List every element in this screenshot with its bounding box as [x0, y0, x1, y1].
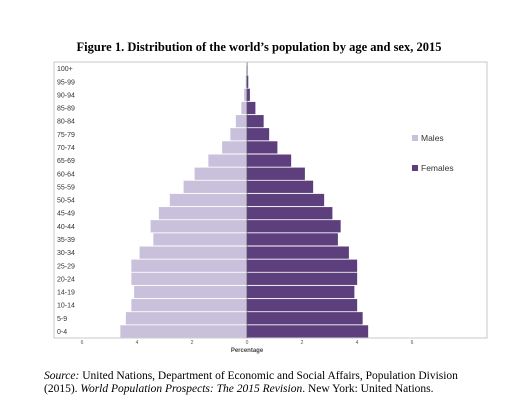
- male-bar: [153, 233, 248, 246]
- age-label: 25-29: [57, 263, 75, 270]
- female-bar: [246, 207, 333, 220]
- x-tick-label: 4: [136, 340, 139, 346]
- age-label: 55-59: [57, 184, 75, 191]
- male-bar: [125, 312, 248, 325]
- x-tick-label: 4: [356, 340, 359, 346]
- male-bar: [222, 141, 248, 154]
- female-bar: [246, 312, 363, 325]
- male-bar: [194, 167, 248, 180]
- x-tick-label: 6: [411, 340, 414, 346]
- male-bar: [131, 259, 248, 272]
- age-label: 80-84: [57, 119, 75, 126]
- male-bar: [244, 88, 248, 101]
- source-publication: World Population Prospects: The 2015 Rev…: [80, 383, 303, 395]
- female-bar: [246, 299, 358, 312]
- age-label: 5-9: [57, 316, 67, 323]
- female-bar: [246, 259, 358, 272]
- female-bar: [246, 128, 270, 141]
- age-label: 30-34: [57, 250, 75, 257]
- male-bar: [169, 193, 248, 207]
- female-bar: [246, 180, 314, 193]
- male-bar: [139, 246, 248, 259]
- age-label: 95-99: [57, 79, 75, 86]
- male-bar: [235, 115, 248, 128]
- source-text-end: . New York: United Nations.: [302, 383, 434, 395]
- legend-label: Females: [421, 163, 454, 173]
- female-bar: [246, 272, 358, 285]
- source-label: Source:: [44, 370, 80, 382]
- male-bar: [208, 154, 248, 167]
- female-bar: [246, 167, 305, 180]
- female-bar: [246, 115, 264, 128]
- x-tick-label: 2: [301, 340, 304, 346]
- male-bar: [241, 101, 248, 115]
- plot-frame: [53, 61, 488, 339]
- chart-title: Figure 1. Distribution of the world’s po…: [76, 40, 442, 54]
- female-bar: [246, 141, 278, 154]
- male-bar: [230, 128, 248, 141]
- age-label: 100+: [57, 66, 73, 73]
- male-bar: [183, 180, 248, 193]
- source-note: Source: United Nations, Department of Ec…: [44, 370, 484, 396]
- female-bar: [246, 193, 325, 207]
- age-label: 0-4: [57, 329, 67, 336]
- age-label: 40-44: [57, 224, 75, 231]
- age-label: 50-54: [57, 198, 75, 205]
- legend-swatch: [412, 135, 418, 141]
- x-tick-label: 2: [191, 340, 194, 346]
- age-label: 85-89: [57, 106, 75, 113]
- x-tick-label: 0: [246, 340, 249, 346]
- female-bar: [246, 285, 355, 299]
- age-label: 60-64: [57, 171, 75, 178]
- age-label: 10-14: [57, 303, 75, 310]
- age-label: 35-39: [57, 237, 75, 244]
- age-label: 65-69: [57, 158, 75, 165]
- female-bar: [246, 101, 256, 115]
- female-bar: [246, 325, 369, 338]
- age-label: 90-94: [57, 92, 75, 99]
- male-bar: [134, 285, 248, 299]
- age-label: 45-49: [57, 211, 75, 218]
- age-label: 70-74: [57, 145, 75, 152]
- age-label: 75-79: [57, 132, 75, 139]
- x-tick-label: 6: [81, 340, 84, 346]
- legend-swatch: [412, 165, 418, 171]
- female-bar: [246, 154, 292, 167]
- male-bar: [120, 325, 248, 338]
- female-bar: [246, 233, 338, 246]
- female-bar: [246, 246, 349, 259]
- female-bar: [246, 220, 341, 233]
- male-bar: [158, 207, 248, 220]
- x-axis-label: Percentage: [231, 348, 264, 354]
- male-bar: [150, 220, 248, 233]
- male-bar: [131, 272, 248, 285]
- age-label: 14-19: [57, 290, 75, 297]
- male-bar: [131, 299, 248, 312]
- source-text: United Nations, Department of Economic a…: [44, 370, 458, 395]
- legend-label: Males: [421, 133, 444, 143]
- female-bar: [246, 88, 250, 101]
- age-label: 20-24: [57, 276, 75, 283]
